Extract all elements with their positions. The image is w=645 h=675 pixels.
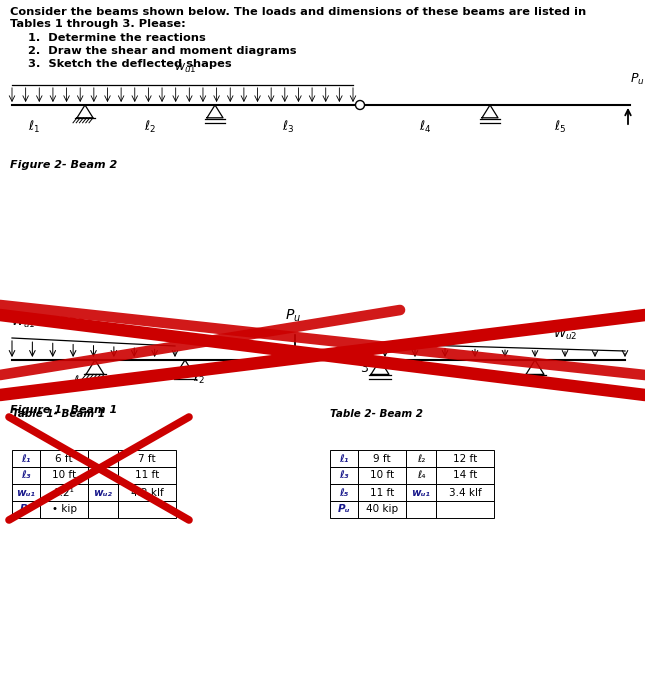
Text: • kip: • kip [52, 504, 77, 514]
Bar [118, 484, 176, 501]
Text: 10 ft: 10 ft [52, 470, 76, 481]
Bar [40, 467, 88, 484]
Text: $\ell_1$: $\ell_1$ [28, 119, 40, 135]
Bar [358, 484, 406, 501]
Bar [330, 450, 358, 467]
Text: ℓ₄: ℓ₄ [417, 470, 425, 481]
Text: 3.  Sketch the deflected shapes: 3. Sketch the deflected shapes [28, 59, 232, 69]
Bar [88, 450, 118, 467]
Circle shape [355, 101, 364, 109]
Text: 9 ft: 9 ft [373, 454, 391, 464]
Bar [40, 501, 88, 518]
Bar [330, 501, 358, 518]
Bar [406, 484, 436, 501]
Text: wᵤ₂: wᵤ₂ [94, 487, 112, 497]
Text: ℓ₃: ℓ₃ [21, 470, 31, 481]
Bar [436, 484, 494, 501]
Bar [358, 467, 406, 484]
Bar [12, 501, 40, 518]
Text: $P_u$: $P_u$ [285, 308, 301, 324]
Text: $\ell_4$: $\ell_4$ [419, 119, 431, 135]
Text: 8.2¹: 8.2¹ [54, 487, 74, 497]
Bar [358, 501, 406, 518]
Bar [88, 467, 118, 484]
Text: $P_u$: $P_u$ [630, 72, 645, 87]
Text: ℓ₃: ℓ₃ [339, 470, 349, 481]
Text: $W_{u2}$: $W_{u2}$ [553, 327, 577, 342]
Bar [358, 450, 406, 467]
Bar [330, 484, 358, 501]
Bar [406, 467, 436, 484]
Text: Pᵤ: Pᵤ [20, 504, 32, 514]
Text: $\ell_2$: $\ell_2$ [144, 119, 156, 135]
Text: 3.4 klf: 3.4 klf [449, 487, 481, 497]
Text: 2.  Draw the shear and moment diagrams: 2. Draw the shear and moment diagrams [28, 46, 297, 56]
Bar [40, 450, 88, 467]
Text: $\ell_4$: $\ell_4$ [523, 374, 535, 390]
Text: $w_{u1}$: $w_{u1}$ [174, 62, 196, 75]
Bar [436, 467, 494, 484]
Text: Figure 1- Beam 1: Figure 1- Beam 1 [10, 405, 117, 415]
Text: wᵤ₁: wᵤ₁ [412, 487, 430, 497]
Bar [436, 501, 494, 518]
Text: $\ell_5$: $\ell_5$ [554, 119, 566, 135]
Text: ℓ₅: ℓ₅ [339, 487, 349, 497]
Text: $W_{u1}$: $W_{u1}$ [11, 315, 35, 329]
Text: ℓ₁: ℓ₁ [339, 454, 349, 464]
Bar [88, 501, 118, 518]
Bar [12, 467, 40, 484]
Text: $\ell_1$: $\ell_1$ [73, 374, 85, 390]
Text: Tables 1 through 3. Please:: Tables 1 through 3. Please: [10, 19, 186, 29]
Bar [406, 501, 436, 518]
Bar [330, 467, 358, 484]
Text: ℓ₁: ℓ₁ [21, 454, 31, 464]
Text: 1.  Determine the reactions: 1. Determine the reactions [28, 33, 206, 43]
Text: Figure 2- Beam 2: Figure 2- Beam 2 [10, 160, 117, 170]
Text: wᵤ₁: wᵤ₁ [17, 487, 35, 497]
Text: Table 2- Beam 2: Table 2- Beam 2 [330, 409, 423, 419]
Text: $3$: $3$ [360, 362, 369, 375]
Bar [12, 484, 40, 501]
Text: 14 ft: 14 ft [453, 470, 477, 481]
Text: 11 ft: 11 ft [135, 470, 159, 481]
Text: 10 ft: 10 ft [370, 470, 394, 481]
Text: 7 ft: 7 ft [138, 454, 156, 464]
Bar [118, 467, 176, 484]
Bar [118, 501, 176, 518]
Bar [406, 450, 436, 467]
Text: Table 1- Beam 1: Table 1- Beam 1 [12, 409, 105, 419]
Text: $\ell_3$: $\ell_3$ [282, 119, 294, 135]
Bar [40, 484, 88, 501]
Text: 11 ft: 11 ft [370, 487, 394, 497]
Text: Pᵤ: Pᵤ [338, 504, 350, 514]
Text: 12 ft: 12 ft [453, 454, 477, 464]
Text: ℓ₂: ℓ₂ [417, 454, 425, 464]
Text: 4.2 klf: 4.2 klf [131, 487, 163, 497]
Bar [12, 450, 40, 467]
Text: 6 ft: 6 ft [55, 454, 73, 464]
Text: Consider the beams shown below. The loads and dimensions of these beams are list: Consider the beams shown below. The load… [10, 7, 586, 17]
Text: 40 kip: 40 kip [366, 504, 398, 514]
Bar [88, 484, 118, 501]
Bar [436, 450, 494, 467]
Text: $\ell_2$: $\ell_2$ [193, 370, 205, 386]
Bar [118, 450, 176, 467]
